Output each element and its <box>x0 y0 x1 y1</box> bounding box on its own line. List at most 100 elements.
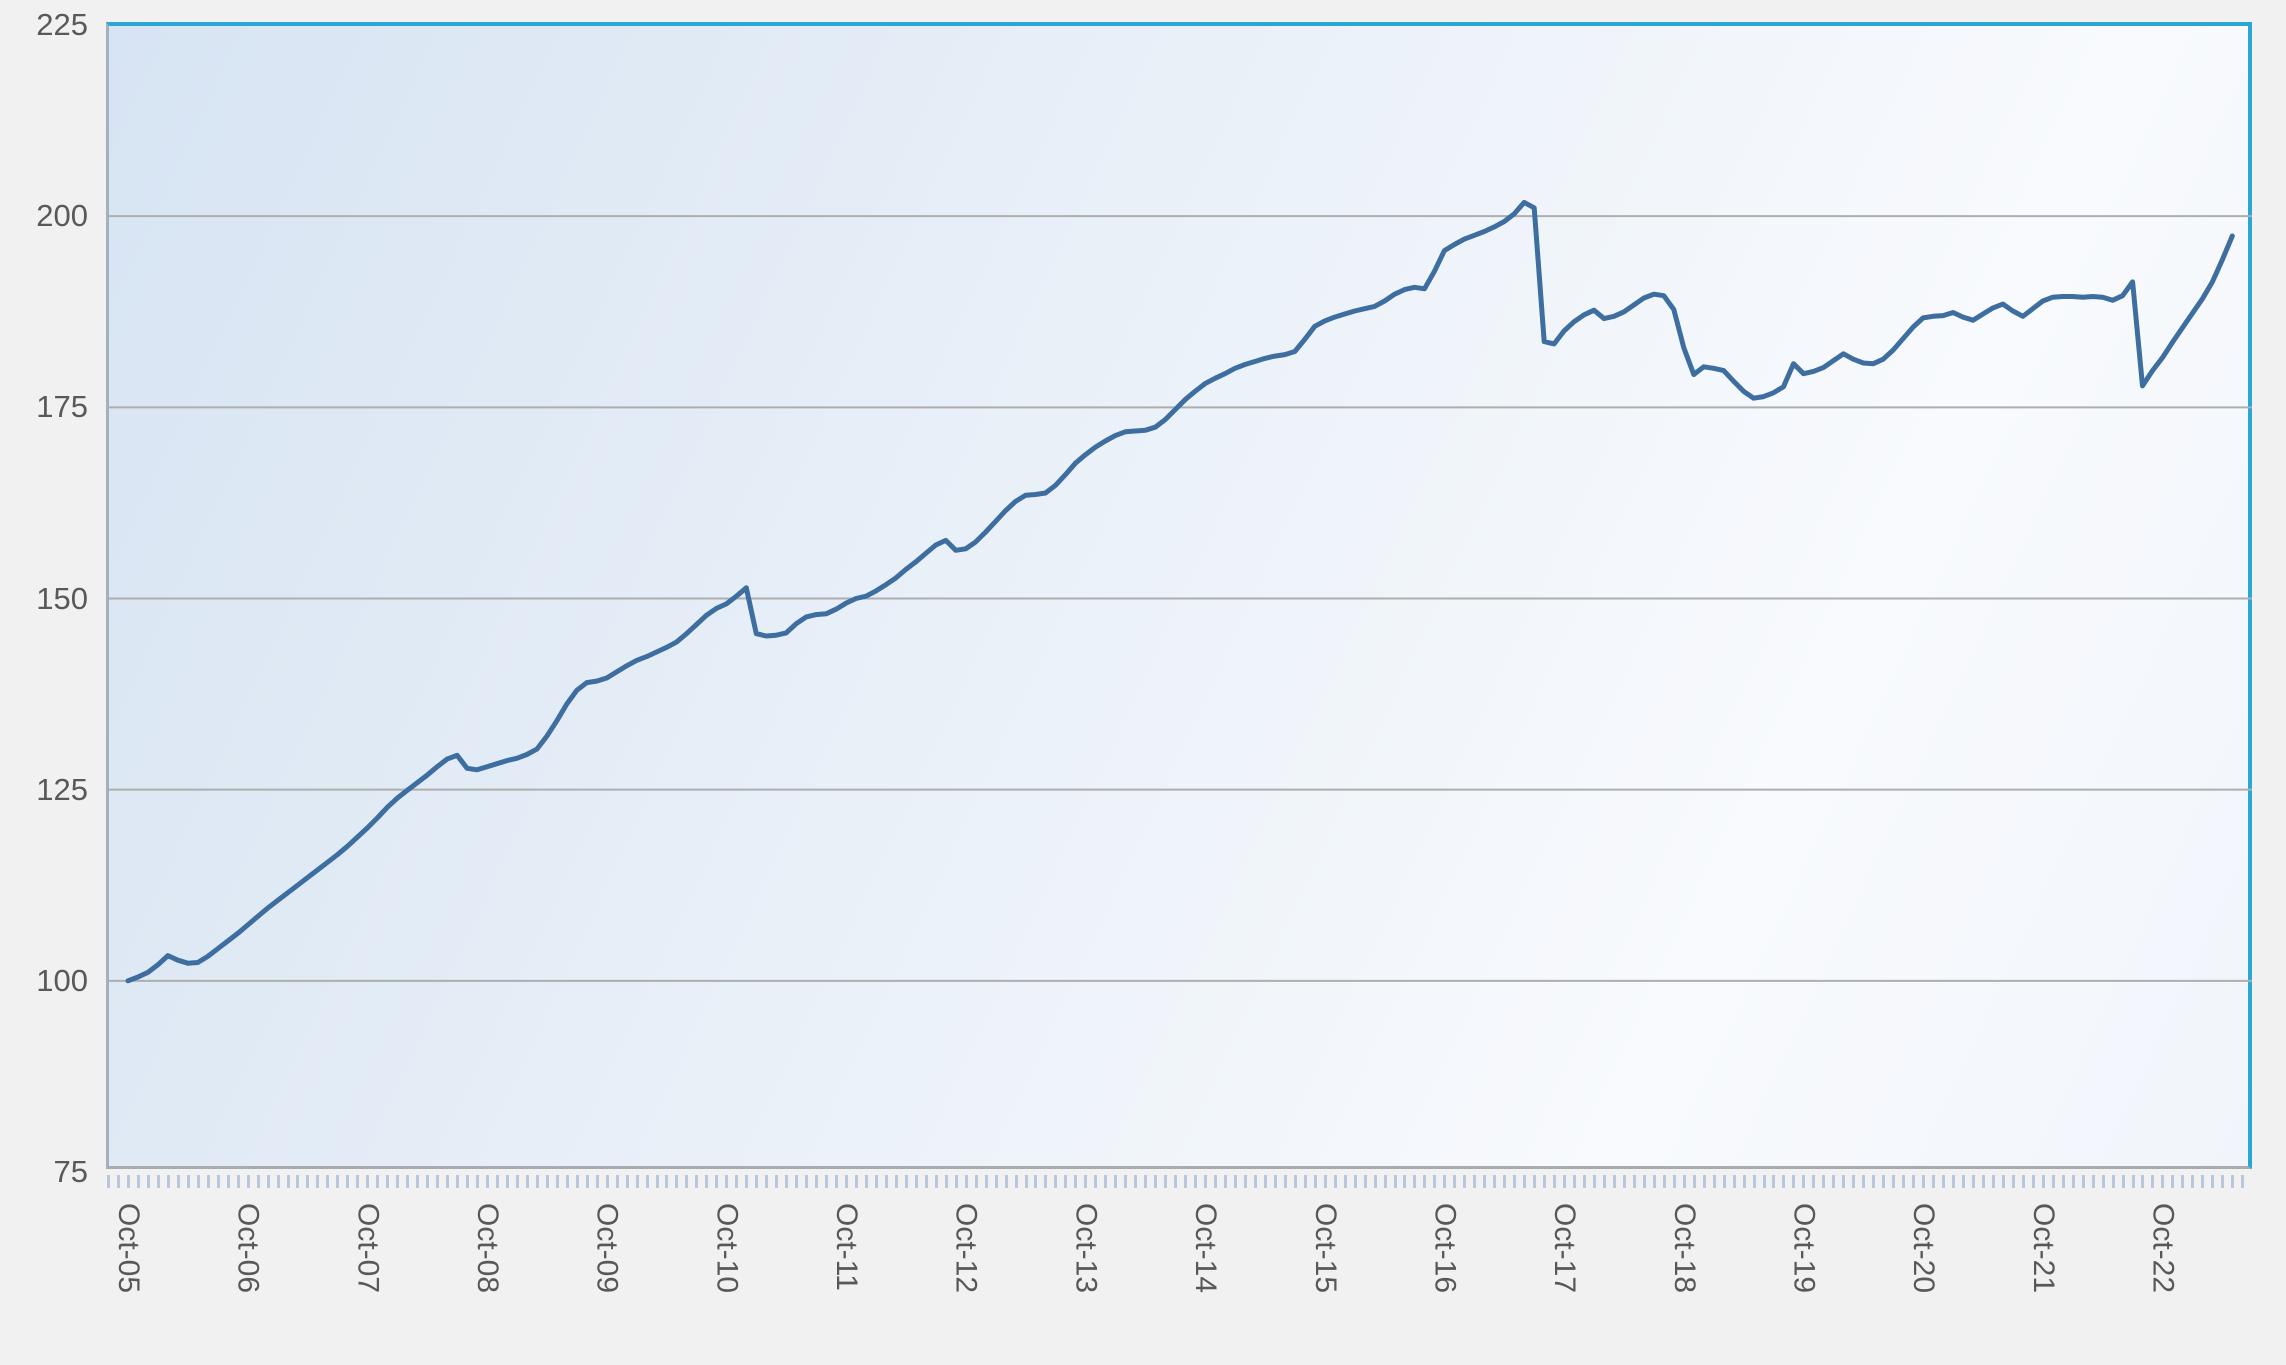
x-tick <box>1273 1175 1277 1188</box>
x-axis-label: Oct-09 <box>590 1203 624 1294</box>
x-tick <box>216 1175 220 1188</box>
x-tick <box>1832 1175 1836 1188</box>
x-tick <box>1632 1175 1636 1188</box>
x-tick <box>316 1175 320 1188</box>
x-tick <box>685 1175 689 1188</box>
x-axis-label: Oct-19 <box>1787 1203 1821 1294</box>
x-tick <box>954 1175 958 1188</box>
x-tick <box>2111 1175 2115 1188</box>
x-tick <box>615 1175 619 1188</box>
x-tick <box>1503 1175 1507 1188</box>
x-tick <box>1204 1175 1208 1188</box>
x-tick <box>914 1175 918 1188</box>
x-axis-label: Oct-15 <box>1308 1203 1342 1294</box>
x-tick <box>675 1175 679 1188</box>
x-tick <box>236 1175 240 1188</box>
x-tick <box>944 1175 948 1188</box>
x-tick <box>176 1175 180 1188</box>
x-tick <box>874 1175 878 1188</box>
x-tick <box>505 1175 509 1188</box>
x-tick <box>485 1175 489 1188</box>
x-tick <box>715 1175 719 1188</box>
x-tick <box>2231 1175 2235 1188</box>
x-tick <box>2171 1175 2175 1188</box>
x-tick <box>1862 1175 1866 1188</box>
x-axis-label: Oct-05 <box>112 1203 145 1294</box>
x-tick <box>1712 1175 1716 1188</box>
x-tick <box>2201 1175 2205 1188</box>
x-tick <box>146 1175 150 1188</box>
x-axis-label: Oct-22 <box>2146 1203 2180 1294</box>
x-tick <box>585 1175 589 1188</box>
x-tick <box>595 1175 599 1188</box>
x-tick <box>994 1175 998 1188</box>
x-tick <box>2241 1175 2245 1188</box>
x-tick <box>1762 1175 1766 1188</box>
x-tick <box>1513 1175 1517 1188</box>
x-tick <box>1602 1175 1606 1188</box>
x-tick <box>1014 1175 1018 1188</box>
x-tick <box>695 1175 699 1188</box>
x-tick <box>805 1175 809 1188</box>
x-tick <box>126 1175 130 1188</box>
x-tick <box>1323 1175 1327 1188</box>
x-tick <box>1742 1175 1746 1188</box>
x-tick <box>1184 1175 1188 1188</box>
x-tick <box>745 1175 749 1188</box>
x-tick <box>2061 1175 2065 1188</box>
x-tick <box>1892 1175 1896 1188</box>
x-tick <box>2191 1175 2195 1188</box>
x-tick <box>904 1175 908 1188</box>
x-axis-label: Oct-07 <box>351 1203 385 1294</box>
x-tick <box>755 1175 759 1188</box>
x-tick <box>1034 1175 1038 1188</box>
x-tick <box>1313 1175 1317 1188</box>
x-tick <box>645 1175 649 1188</box>
x-tick <box>984 1175 988 1188</box>
x-tick <box>2031 1175 2035 1188</box>
x-tick <box>1174 1175 1178 1188</box>
x-tick <box>854 1175 858 1188</box>
x-axis-label: Oct-18 <box>1667 1203 1701 1294</box>
x-tick <box>256 1175 260 1188</box>
x-tick <box>1822 1175 1826 1188</box>
x-tick <box>934 1175 938 1188</box>
x-tick <box>1842 1175 1846 1188</box>
x-tick <box>1772 1175 1776 1188</box>
x-tick <box>1144 1175 1148 1188</box>
x-axis-label: Oct-21 <box>2026 1203 2060 1294</box>
x-tick <box>884 1175 888 1188</box>
x-tick <box>1054 1175 1058 1188</box>
x-tick <box>815 1175 819 1188</box>
x-axis-label: Oct-17 <box>1548 1203 1582 1294</box>
x-tick <box>1283 1175 1287 1188</box>
x-tick <box>1243 1175 1247 1188</box>
x-tick <box>1961 1175 1965 1188</box>
x-tick <box>1044 1175 1048 1188</box>
x-tick <box>1423 1175 1427 1188</box>
y-axis-label: 100 <box>36 962 88 998</box>
x-tick <box>845 1175 848 1188</box>
x-tick <box>1752 1175 1756 1188</box>
x-tick <box>1223 1175 1227 1188</box>
x-tick <box>206 1175 210 1188</box>
x-tick <box>835 1175 839 1188</box>
x-tick <box>1443 1175 1447 1188</box>
x-tick <box>1253 1175 1257 1188</box>
x-tick <box>306 1175 310 1188</box>
x-tick <box>336 1175 340 1188</box>
x-tick <box>924 1175 928 1188</box>
x-tick <box>2141 1175 2145 1188</box>
x-axis-label: Oct-10 <box>710 1203 744 1294</box>
x-tick <box>1692 1175 1696 1188</box>
x-tick <box>1154 1175 1158 1188</box>
x-tick <box>1453 1175 1457 1188</box>
x-tick <box>545 1175 549 1188</box>
x-tick <box>1592 1175 1596 1188</box>
y-axis-label: 225 <box>36 7 88 42</box>
x-tick <box>1493 1175 1497 1188</box>
x-tick <box>1164 1175 1168 1188</box>
x-tick <box>1373 1175 1377 1188</box>
x-tick <box>1952 1175 1955 1188</box>
